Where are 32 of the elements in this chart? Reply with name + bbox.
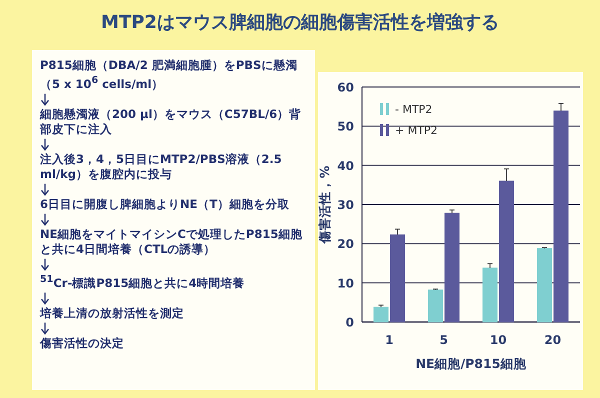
x-tick-label: 5 (440, 333, 448, 347)
y-tick-label: 0 (346, 316, 354, 330)
x-tick-label: 20 (544, 333, 562, 347)
text: $^{51}$Cr-標識P815細胞と共に4時間培養 (40, 272, 246, 291)
y-tick-label: 30 (337, 198, 354, 212)
text: 培養上清の放射活性を測定 (40, 306, 185, 321)
text: 細胞懸濁液（200 μl）をマウス（C57BL/6）背部皮下に注入 (40, 106, 302, 137)
text: MTP2はマウス脾細胞の細胞傷害活性を増強する (100, 11, 500, 34)
bar (444, 212, 460, 322)
bar (554, 110, 568, 322)
bar (537, 248, 552, 322)
text: NE細胞をマイトマイシンCで処理したP815細胞と共に4日間培養（CTLの誘導） (40, 226, 304, 257)
text: 傷害活性の決定 (40, 336, 125, 351)
legend-label: + MTP2 (395, 124, 438, 137)
y-tick-label: 10 (337, 276, 354, 290)
y-axis-title: 傷害活性，% (317, 165, 332, 244)
y-tick-label: 40 (337, 158, 354, 173)
y-tick-label: 20 (337, 237, 354, 252)
bar (482, 268, 498, 322)
x-tick-label: 1 (385, 333, 394, 347)
x-axis-title: NE細胞/P815細胞 (416, 356, 528, 371)
bar (499, 180, 514, 322)
y-tick-label: 50 (337, 120, 354, 134)
text: P815細胞（DBA/2 肥満細胞腫）をPBSに懸濁（5 x 10$^{6}$ cells/ml） (40, 58, 298, 92)
bar (428, 290, 443, 322)
text: 6日目に開腹し脾細胞よりNE（T）細胞を分取 (40, 196, 290, 212)
x-tick-label: 10 (490, 333, 507, 347)
legend-label: - MTP2 (395, 103, 432, 116)
bar (374, 306, 388, 322)
bar (390, 234, 405, 322)
y-tick-label: 60 (337, 80, 354, 94)
text: 注入後3，4，5日目にMTP2/PBS溶液（2.5 ml/kg）を腹腔内に投与 (40, 152, 283, 182)
